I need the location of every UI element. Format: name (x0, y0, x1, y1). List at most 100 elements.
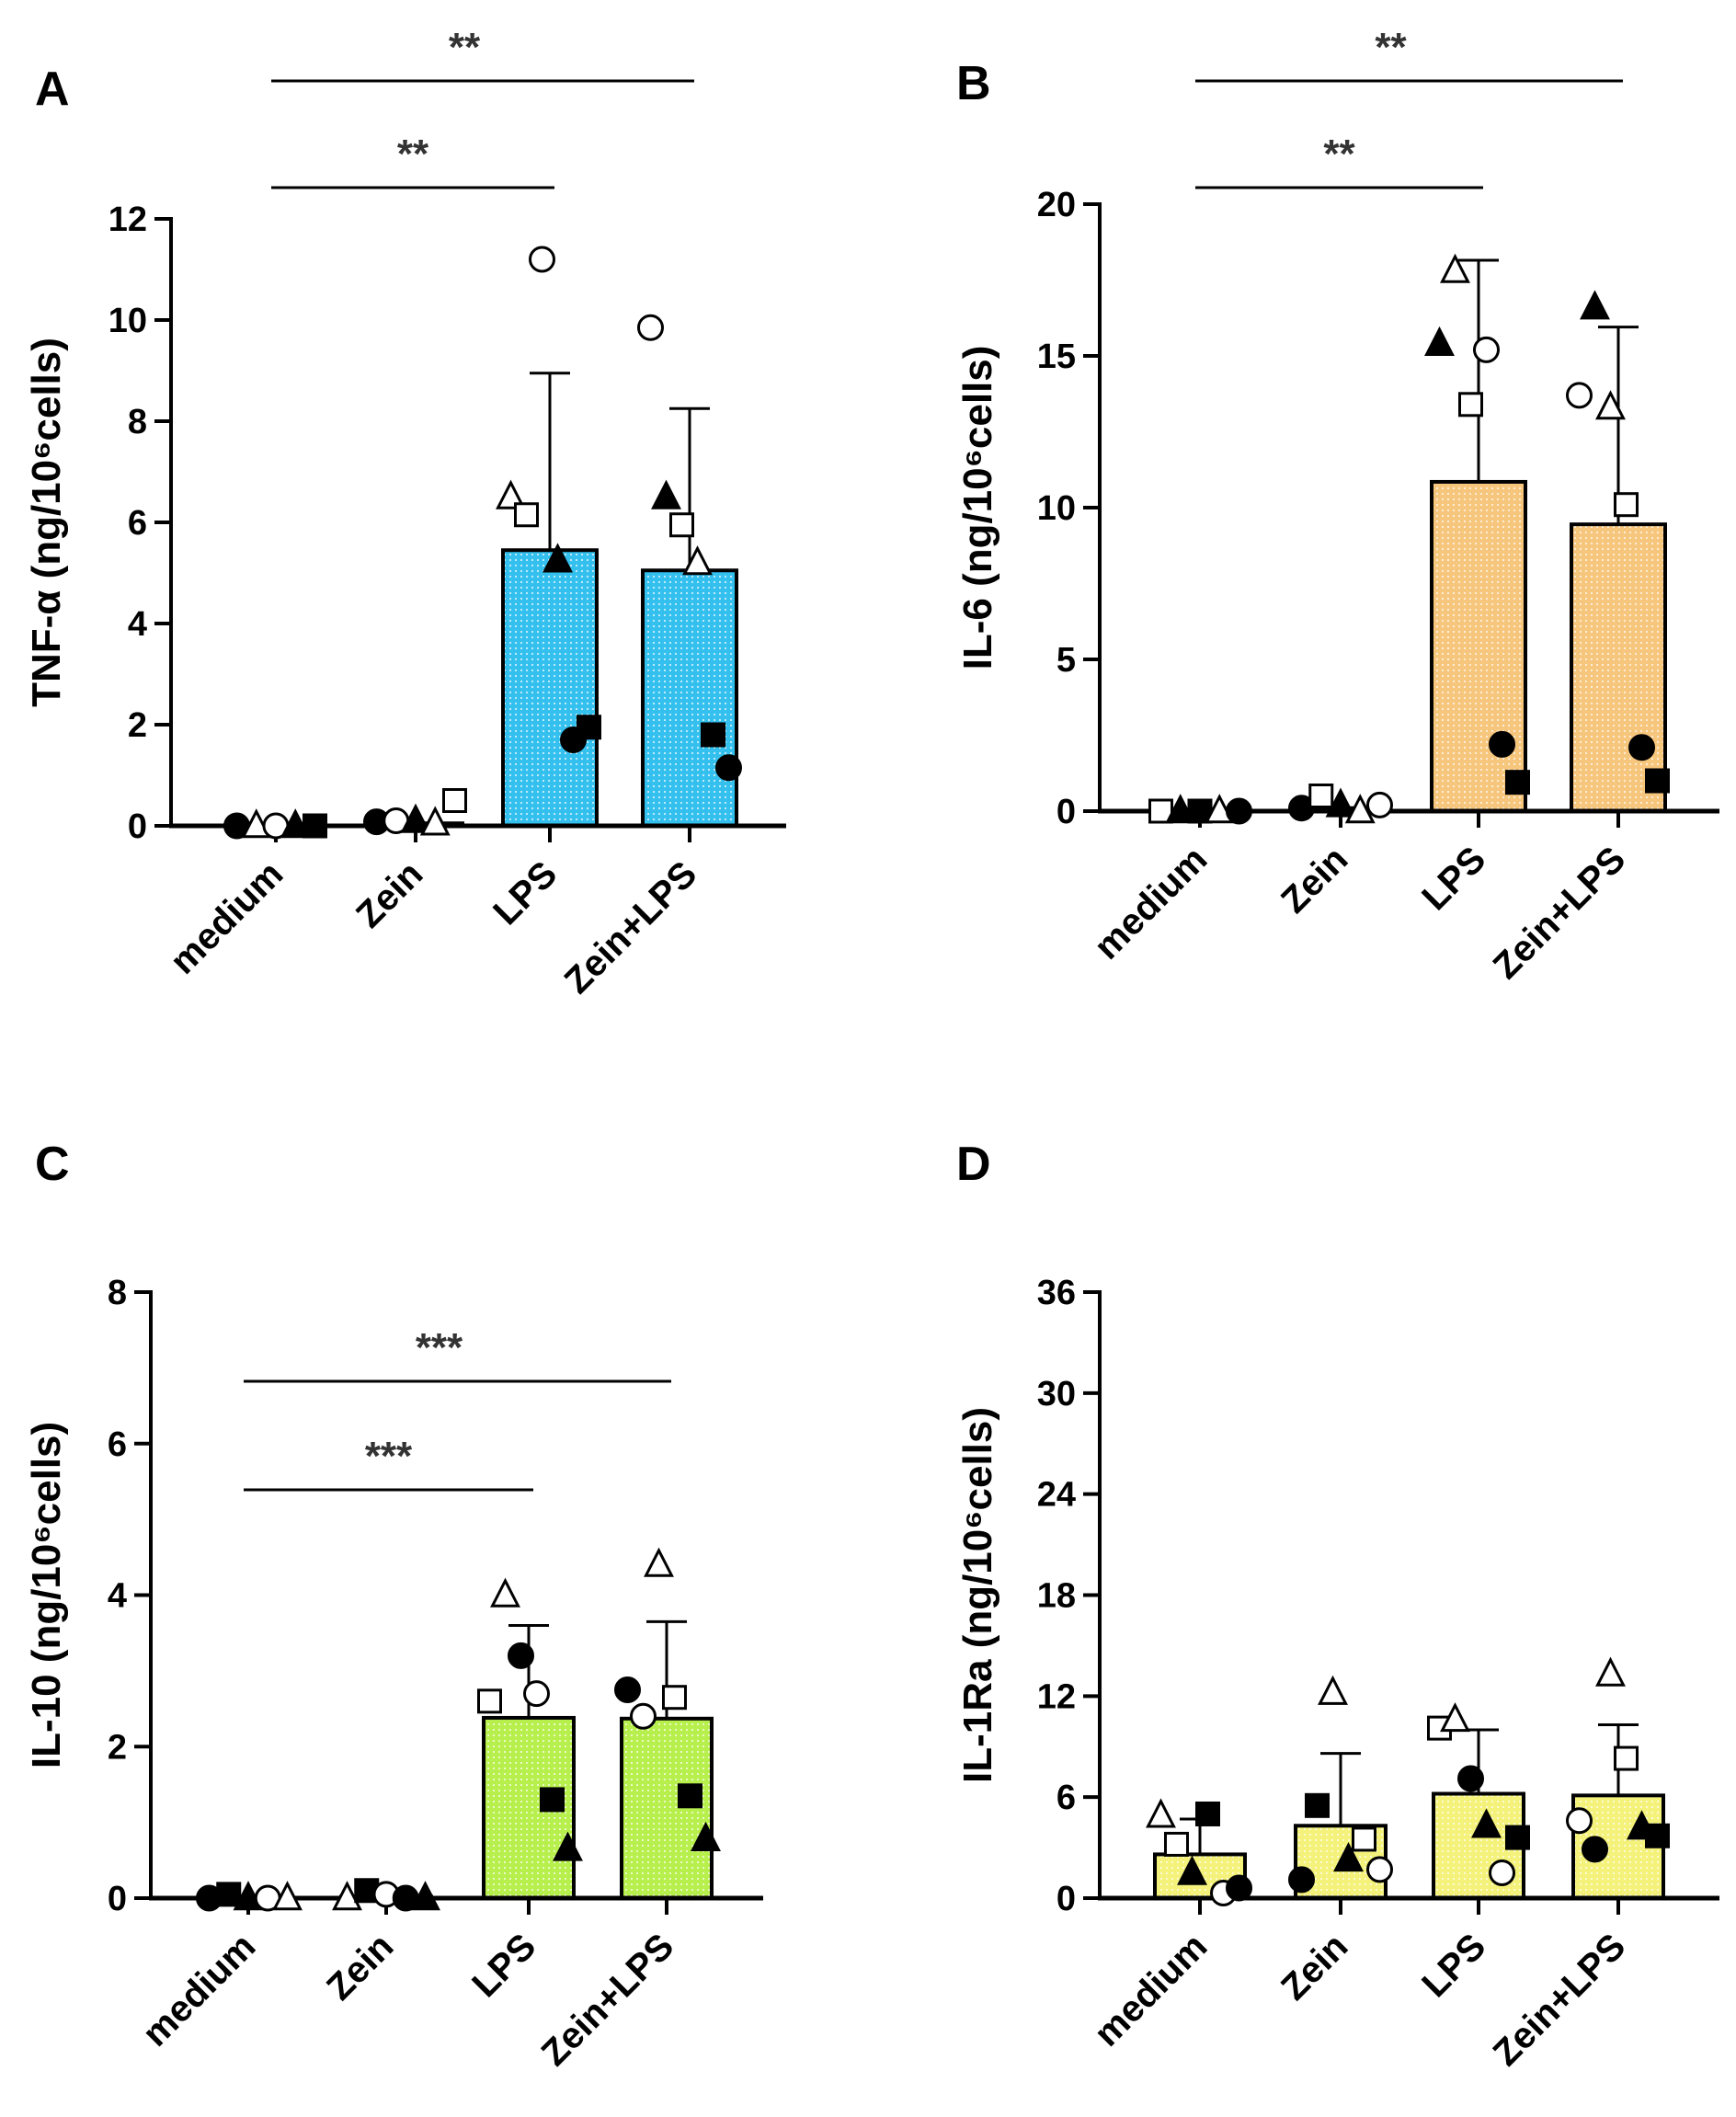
y-tick-label: 12 (1037, 1677, 1076, 1716)
x-tick-label: Zein+LPS (557, 853, 705, 1001)
significance-label: ** (1323, 132, 1355, 177)
y-tick-label: 8 (128, 403, 147, 441)
data-point-triangle-filled (1471, 1808, 1502, 1838)
y-tick-label: 2 (128, 706, 147, 745)
x-tick-label: Zein (1273, 839, 1355, 921)
data-point-triangle-filled (553, 1831, 583, 1861)
x-tick-label: LPS (1414, 1926, 1493, 2005)
data-point-circle-open (1566, 382, 1593, 409)
data-point-circle-open (523, 1680, 550, 1708)
data-point-square-filled (1305, 1792, 1330, 1818)
data-point-triangle-open (272, 1881, 303, 1911)
data-point-circle-filled (1457, 1765, 1484, 1792)
data-point-triangle-open (1344, 794, 1376, 824)
x-tick-label: LPS (1414, 839, 1493, 918)
data-point-square-open (1614, 492, 1639, 518)
y-tick-label: 15 (1037, 338, 1076, 376)
data-point-triangle-open (496, 479, 526, 509)
data-point-square-filled (1505, 1825, 1530, 1850)
data-point-triangle-open (490, 1577, 520, 1608)
x-tick-label: medium (163, 853, 291, 982)
data-point-circle-filled (1489, 730, 1515, 758)
data-point-triangle-filled (400, 803, 431, 833)
data-point-square-filled (216, 1882, 242, 1907)
panel-label: B (956, 57, 991, 110)
panel-label: C (35, 1138, 70, 1191)
data-point-square-filled (678, 1783, 702, 1809)
data-point-circle-open (1366, 791, 1393, 818)
significance-label: *** (365, 1434, 413, 1479)
panel-label: A (35, 63, 70, 116)
data-point-square-filled (540, 1787, 565, 1813)
y-tick-label: 10 (1037, 489, 1076, 528)
data-point-square-open (442, 788, 467, 813)
x-tick-label: Zein+LPS (1486, 839, 1634, 987)
data-point-square-filled (577, 715, 601, 740)
data-point-square-open (669, 512, 694, 538)
x-tick-label: medium (1087, 839, 1216, 967)
y-tick-label: 6 (128, 504, 147, 543)
data-point-triangle-open (419, 806, 451, 836)
y-tick-label: 36 (1037, 1274, 1076, 1312)
data-point-triangle-open (1595, 1656, 1626, 1687)
data-point-triangle-filled (691, 1821, 721, 1851)
x-tick-label: medium (135, 1926, 264, 2054)
data-point-square-filled (303, 813, 327, 839)
data-point-square-open (662, 1685, 687, 1711)
data-point-circle-open (1489, 1860, 1515, 1887)
y-axis-title: TNF-α (ng/10⁶cells) (24, 338, 69, 707)
y-tick-label: 0 (128, 807, 147, 846)
data-point-triangle-open (1440, 253, 1470, 283)
bar-zein-lps (1570, 522, 1667, 814)
y-axis-title: IL-6 (ng/10⁶cells) (955, 346, 1000, 670)
data-point-triangle-open (1146, 1798, 1176, 1828)
data-point-circle-open (637, 314, 664, 341)
data-point-triangle-filled (651, 479, 681, 509)
data-point-square-open (1308, 784, 1334, 808)
data-point-circle-open (529, 246, 555, 273)
x-tick-label: LPS (485, 853, 565, 933)
y-tick-label: 6 (108, 1425, 127, 1464)
y-tick-label: 0 (108, 1880, 127, 1918)
y-tick-label: 18 (1037, 1577, 1076, 1616)
data-point-square-filled (1645, 1823, 1670, 1848)
data-point-triangle-open (682, 545, 713, 576)
y-tick-label: 6 (1056, 1779, 1076, 1817)
x-tick-label: Zein+LPS (1486, 1926, 1634, 2074)
data-point-circle-filled (508, 1642, 534, 1669)
data-point-triangle-filled (1165, 794, 1196, 824)
data-point-square-filled (1195, 1801, 1220, 1826)
data-point-circle-open (630, 1702, 657, 1730)
data-point-circle-filled (1226, 797, 1252, 825)
y-tick-label: 24 (1037, 1476, 1076, 1515)
significance-label: *** (416, 1325, 463, 1370)
bar-lps (501, 548, 599, 828)
data-point-triangle-open (332, 1881, 362, 1911)
bar-zein-lps (620, 1716, 714, 1900)
significance-label: ** (397, 132, 429, 177)
data-point-triangle-filled (542, 543, 573, 573)
panel-label: D (956, 1138, 991, 1191)
data-point-circle-filled (1226, 1874, 1252, 1902)
data-point-circle-filled (614, 1676, 641, 1703)
data-point-square-filled (1505, 770, 1530, 795)
data-point-triangle-filled (280, 808, 311, 839)
y-tick-label: 30 (1037, 1375, 1076, 1413)
y-axis-title: IL-10 (ng/10⁶cells) (24, 1422, 69, 1768)
significance-label: ** (449, 25, 481, 70)
x-tick-label: Zein (1273, 1926, 1355, 2008)
data-point-square-filled (701, 722, 725, 748)
significance-label: ** (1375, 25, 1407, 70)
data-point-square-open (1614, 1745, 1639, 1771)
y-tick-label: 8 (108, 1274, 127, 1312)
data-point-square-open (1352, 1826, 1376, 1852)
data-point-triangle-open (1318, 1675, 1348, 1705)
y-tick-label: 4 (108, 1577, 127, 1616)
data-point-circle-open (1366, 1856, 1393, 1883)
data-point-triangle-filled (1580, 290, 1610, 320)
data-point-triangle-filled (1424, 326, 1455, 356)
data-point-square-open (1458, 392, 1483, 418)
